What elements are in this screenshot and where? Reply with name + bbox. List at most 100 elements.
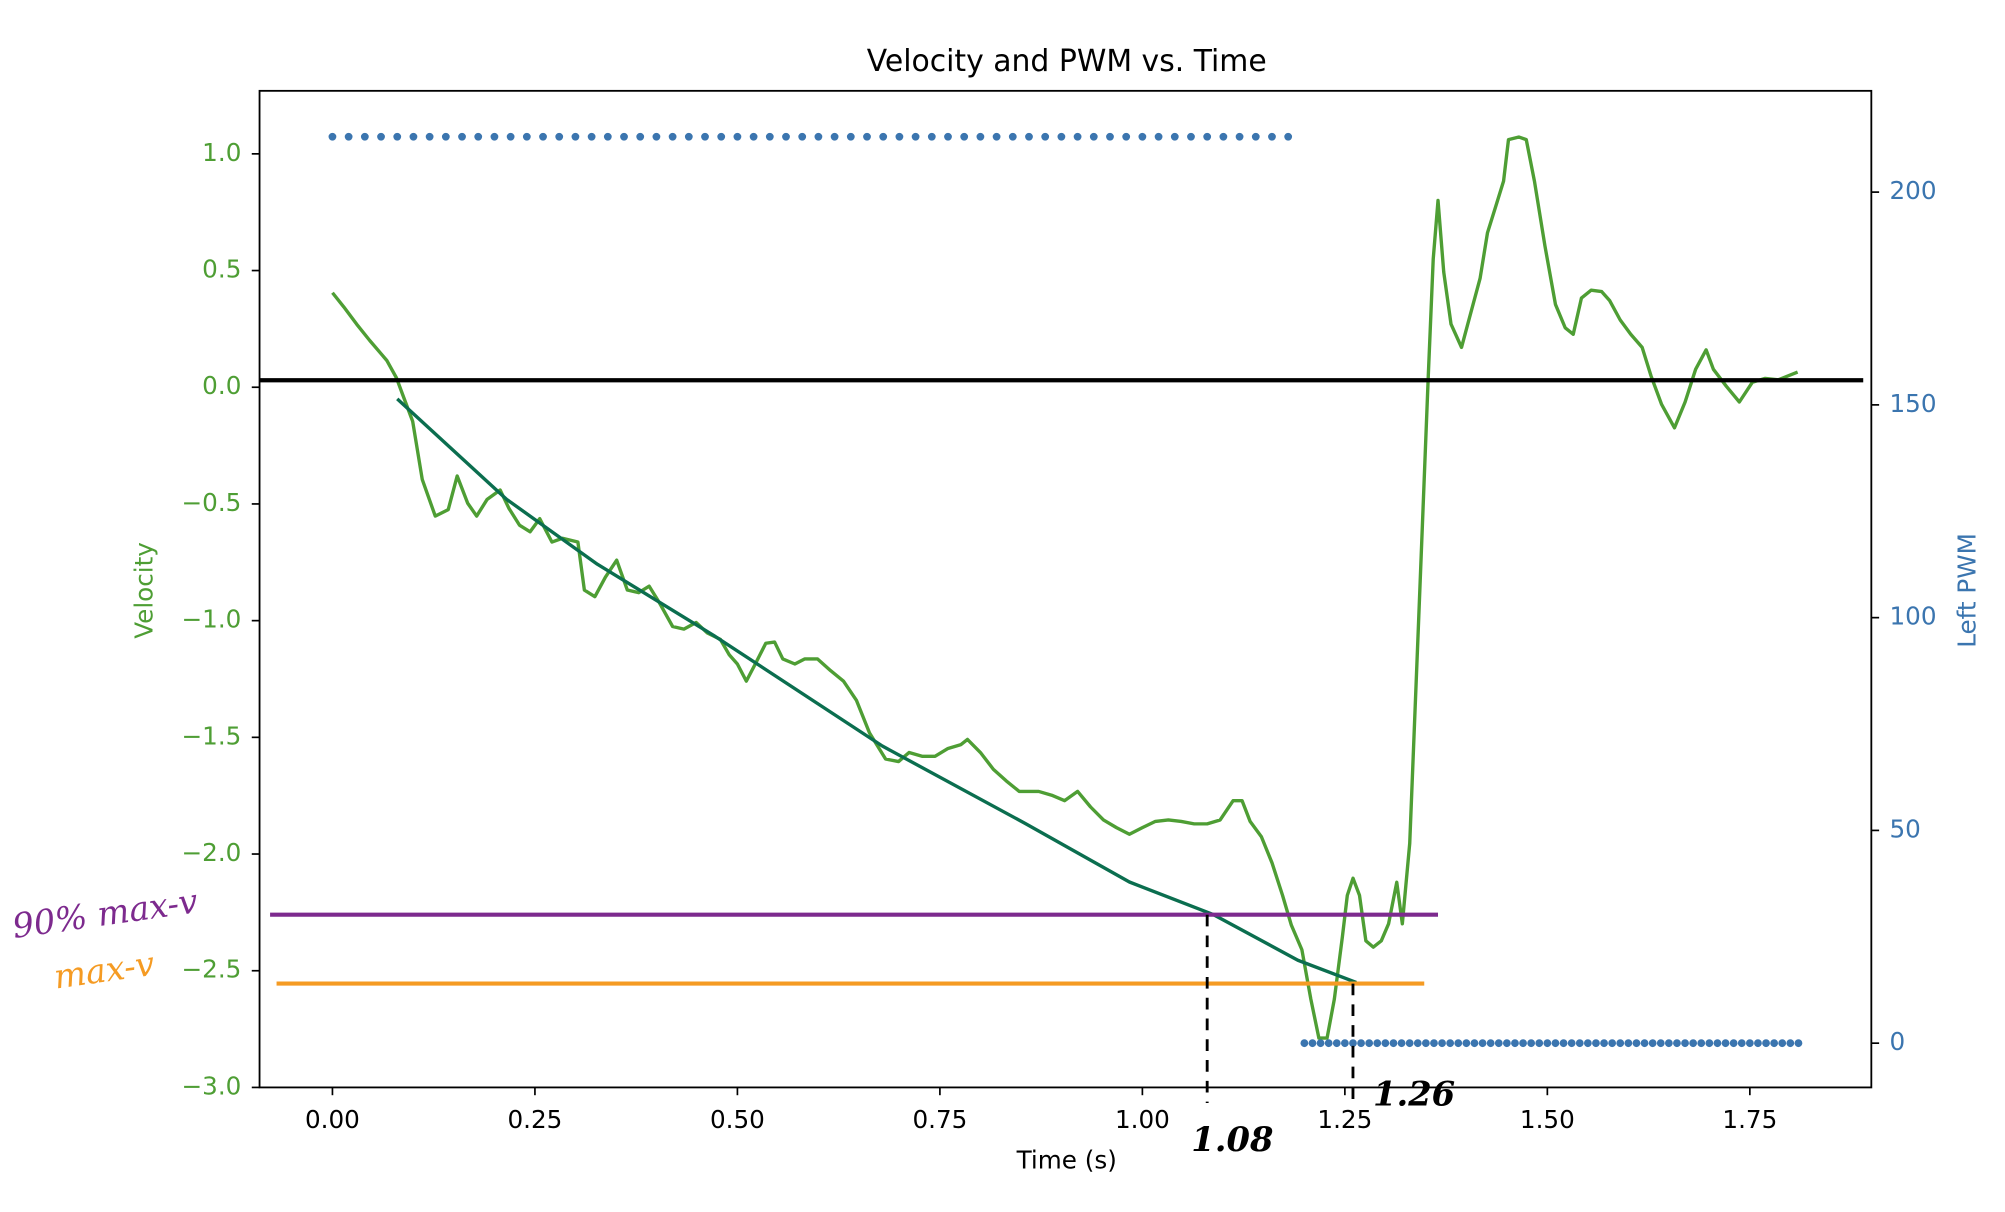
x-tick-label: 0.50	[710, 1105, 765, 1134]
x-tick-label: 1.75	[1722, 1105, 1777, 1134]
pwm-point	[765, 132, 774, 141]
y-tick-label: −2.0	[182, 838, 242, 867]
pwm-point	[344, 132, 353, 141]
pwm-point	[1624, 1039, 1633, 1048]
pwm-point	[927, 132, 936, 141]
pwm-point	[1575, 1039, 1584, 1048]
pwm-point	[1616, 1039, 1625, 1048]
pwm-point	[1705, 1039, 1714, 1048]
pwm-point	[441, 132, 450, 141]
pwm-point	[960, 132, 969, 141]
pwm-point	[1745, 1039, 1754, 1048]
pwm-point	[1219, 132, 1228, 141]
plot-frame	[258, 89, 1873, 1089]
pwm-point	[1462, 1039, 1471, 1048]
pwm-point	[879, 132, 888, 141]
y-tick-label: −2.5	[182, 955, 242, 984]
pwm-point	[863, 132, 871, 141]
pwm-point	[1154, 132, 1163, 141]
pwm-point	[1486, 1039, 1495, 1048]
pwm-point	[992, 132, 1001, 141]
pwm-point	[1778, 1039, 1787, 1048]
pwm-point	[1413, 1039, 1422, 1048]
pwm-point	[1794, 1039, 1803, 1048]
x-tick-label: 0.75	[912, 1105, 967, 1134]
x-tick-label: 1.25	[1317, 1105, 1372, 1134]
pwm-point	[1373, 1039, 1382, 1048]
pwm-point	[1073, 132, 1082, 141]
pwm-point	[1357, 1039, 1365, 1048]
pwm-point	[1381, 1039, 1390, 1048]
pwm-point	[1340, 1039, 1349, 1048]
pwm-point	[1656, 1039, 1665, 1048]
pwm-point	[1057, 132, 1066, 141]
pwm-point	[1729, 1039, 1738, 1048]
pwm-point	[636, 132, 645, 141]
pwm-point	[782, 132, 790, 141]
y-tick-label: −1.0	[182, 605, 242, 634]
y-axis-label: Velocity	[129, 542, 158, 639]
pwm-point	[1681, 1039, 1689, 1048]
pwm-point	[1446, 1039, 1455, 1048]
pwm-point	[1664, 1039, 1673, 1048]
pwm-point	[1511, 1039, 1519, 1048]
y-tick-label: 0.5	[202, 255, 241, 284]
pwm-point	[1041, 132, 1050, 141]
pwm-point	[1689, 1039, 1698, 1048]
pwm-point	[1559, 1039, 1568, 1048]
pwm-point	[1762, 1039, 1770, 1048]
pwm-point	[620, 132, 628, 141]
pwm-point	[425, 132, 434, 141]
pwm-point	[1025, 132, 1033, 141]
pwm-point	[1389, 1039, 1398, 1048]
pwm-point	[1235, 132, 1244, 141]
pwm-point	[652, 132, 661, 141]
pwm-point	[1640, 1039, 1649, 1048]
pwm-point	[1122, 132, 1131, 141]
pwm-point	[1300, 1039, 1309, 1048]
pwm-point	[895, 132, 904, 141]
x-tick-label: 1.00	[1115, 1105, 1170, 1134]
pwm-point	[1632, 1039, 1641, 1048]
pwm-point	[830, 132, 839, 141]
pwm-point	[1349, 1039, 1357, 1048]
x-tick-label: 0.00	[305, 1105, 360, 1134]
pwm-point	[1535, 1039, 1544, 1048]
pwm-point	[409, 132, 418, 141]
y2-tick-label: 0	[1890, 1027, 1906, 1056]
pwm-point	[1470, 1039, 1479, 1048]
pwm-point	[1421, 1039, 1430, 1048]
pwm-point	[393, 132, 402, 141]
pwm-point	[360, 132, 369, 141]
pwm-point	[1308, 1039, 1317, 1048]
y2-tick-label: 100	[1890, 602, 1937, 631]
pwm-point	[1567, 1039, 1576, 1048]
chart-title: Velocity and PWM vs. Time	[867, 44, 1267, 79]
pwm-point	[474, 132, 483, 141]
marker-label: 1.08	[1191, 1119, 1273, 1159]
reference-label: 90% max-v	[10, 881, 200, 946]
pwm-point	[1332, 1039, 1341, 1048]
pwm-point	[1770, 1039, 1779, 1048]
pwm-point	[668, 132, 677, 141]
pwm-point	[1786, 1039, 1795, 1048]
pwm-point	[976, 132, 985, 141]
pwm-point	[701, 132, 709, 141]
pwm-point	[1365, 1039, 1374, 1048]
pwm-point	[1583, 1039, 1592, 1048]
y-tick-label: −0.5	[182, 488, 242, 517]
pwm-point	[1673, 1039, 1681, 1048]
series-line	[396, 397, 1357, 985]
pwm-point	[539, 132, 547, 141]
marker-label: 1.26	[1373, 1074, 1455, 1114]
pwm-point	[1519, 1039, 1527, 1048]
pwm-point	[1713, 1039, 1722, 1048]
pwm-point	[684, 132, 693, 141]
pwm-point	[1089, 132, 1098, 141]
pwm-point	[1721, 1039, 1730, 1048]
y2-tick-label: 150	[1890, 389, 1937, 418]
pwm-point	[1397, 1039, 1406, 1048]
pwm-point	[1316, 1039, 1325, 1048]
